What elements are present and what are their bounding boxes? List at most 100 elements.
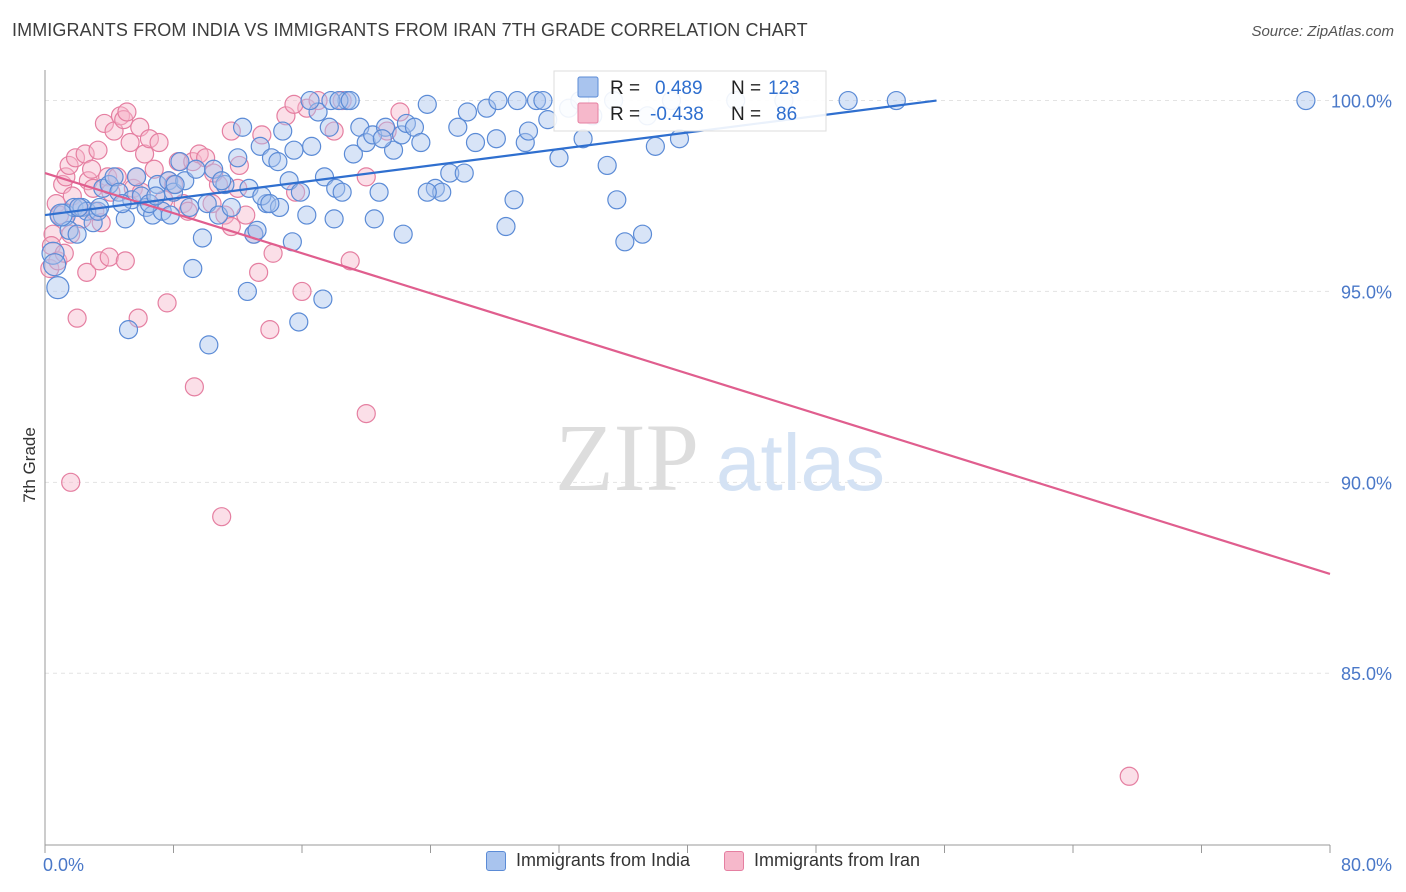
legend-n-value-iran: 86 (776, 104, 797, 125)
iran-point-72 (221, 216, 241, 237)
india-point-80 (549, 148, 569, 168)
india-point-88 (645, 136, 665, 156)
india-point-98 (269, 197, 290, 218)
india-point-6 (67, 224, 87, 244)
india-point-119 (838, 90, 858, 111)
iran-point-67 (99, 247, 119, 267)
india-point-74 (486, 129, 506, 149)
legend-r-value-iran: -0.438 (650, 104, 704, 125)
axes (44, 70, 1331, 853)
series-iran-points (40, 90, 1139, 786)
india-point-123 (69, 197, 89, 218)
india-point-31 (204, 159, 224, 179)
bottom-legend-item-india[interactable]: Immigrants from India (485, 850, 690, 871)
iran-point-32 (149, 132, 169, 153)
bottom-legend-label-india: Immigrants from India (515, 850, 690, 870)
iran-point-73 (249, 262, 269, 282)
india-point-76 (504, 190, 524, 210)
legend-n-label-iran: N = (731, 104, 761, 125)
source-note: Source: ZipAtlas.com (1251, 23, 1394, 40)
iran-point-76 (356, 403, 376, 424)
india-point-104 (393, 224, 413, 244)
india-point-109 (340, 90, 360, 111)
iran-point-56 (340, 251, 360, 271)
stats-legend: R = 0.489 N = 123 R = -0.438 N = 86 (553, 70, 827, 132)
india-point-13 (104, 167, 124, 187)
india-point-130 (372, 129, 392, 149)
india-point-65 (411, 132, 431, 153)
india-point-36 (232, 117, 253, 137)
india-point-126 (165, 174, 185, 195)
trend-line-iran (44, 172, 1331, 575)
iran-point-74 (260, 320, 280, 340)
india-point-48 (302, 136, 322, 156)
legend-n-label-india: N = (731, 78, 761, 99)
india-point-85 (607, 190, 627, 210)
iran-point-70 (157, 293, 177, 313)
india-point-105 (417, 182, 437, 202)
x-tick-label-0: 0.0% (43, 855, 84, 875)
india-point-108 (329, 90, 349, 111)
chart-title: IMMIGRANTS FROM INDIA VS IMMIGRANTS FROM… (12, 20, 808, 40)
india-point-129 (260, 194, 280, 214)
india-point-57 (356, 132, 376, 153)
india-point-70 (448, 117, 468, 137)
iran-point-75 (292, 281, 312, 302)
india-point-127 (212, 171, 232, 191)
iran-point-8 (65, 148, 86, 168)
india-point-73 (477, 98, 497, 118)
india-point-43 (273, 121, 293, 141)
iran-point-68 (115, 251, 135, 271)
iran-point-30 (139, 129, 160, 149)
india-point-110 (488, 90, 508, 111)
india-point-61 (383, 140, 404, 160)
legend-r-value-india: 0.489 (655, 78, 703, 99)
iran-point-46 (229, 155, 249, 176)
iran-point-25 (120, 132, 140, 153)
india-point-51 (319, 117, 339, 137)
x-tick-label-1: 80.0% (1341, 855, 1392, 875)
india-point-59 (369, 182, 389, 202)
watermark: ZIP atlas (555, 404, 885, 511)
iran-point-31 (144, 159, 164, 179)
india-point-94 (183, 258, 203, 279)
india-point-50 (314, 167, 335, 187)
legend-r-label-india: R = (610, 78, 640, 99)
legend-frame (553, 70, 827, 132)
india-point-100 (289, 312, 309, 332)
india-point-49 (308, 102, 328, 122)
bottom-legend-item-iran[interactable]: Immigrants from Iran (724, 850, 920, 871)
india-point-15 (115, 209, 135, 229)
india-point-47 (297, 205, 317, 225)
legend-swatch-iran (577, 102, 599, 124)
india-point-75 (496, 216, 516, 237)
y-tick-label-3: 85.0% (1341, 664, 1392, 684)
india-point-46 (290, 182, 310, 202)
iran-point-51 (276, 106, 296, 126)
india-point-101 (313, 289, 333, 309)
india-point-39 (250, 136, 270, 156)
iran-point-45 (221, 121, 241, 141)
y-tick-label-2: 90.0% (1341, 473, 1392, 493)
watermark-atlas: atlas (716, 418, 885, 507)
iran-point-29 (134, 144, 155, 164)
iran-point-77 (212, 507, 232, 527)
india-point-106 (300, 90, 320, 111)
india-point-29 (192, 228, 213, 248)
india-point-121 (1296, 90, 1316, 111)
india-point-18 (131, 186, 151, 206)
bottom-legend-swatch-iran (724, 850, 744, 871)
iran-point-16 (91, 213, 111, 233)
bottom-legend-label-iran: Immigrants from Iran (754, 850, 921, 870)
india-point-53 (332, 182, 352, 202)
india-point-111 (507, 90, 527, 111)
india-point-34 (221, 197, 241, 218)
iran-point-57 (356, 167, 376, 187)
india-point-84 (597, 155, 617, 176)
india-point-77 (515, 132, 535, 153)
iran-point-65 (77, 262, 97, 282)
iran-point-44 (215, 205, 235, 225)
india-point-131 (454, 163, 474, 183)
iran-point-79 (1119, 766, 1139, 786)
